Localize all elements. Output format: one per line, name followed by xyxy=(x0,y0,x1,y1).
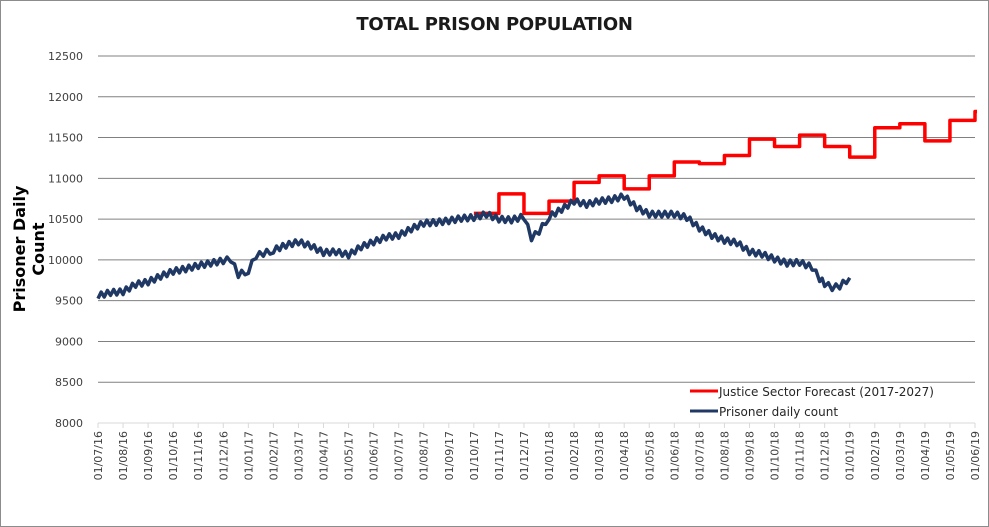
y-axis-ticks: 12500 12000 11500 11000 10500 10000 9500 9000 85… xyxy=(48,50,83,430)
x-tick-label: 01/03/19 xyxy=(894,431,907,480)
x-tick-label: 01/02/18 xyxy=(568,431,581,480)
x-tick-label: 01/05/19 xyxy=(944,431,957,480)
x-tick-label: 01/01/17 xyxy=(242,431,255,480)
x-tick-label: 01/12/18 xyxy=(819,431,832,480)
chart-title: TOTAL PRISON POPULATION xyxy=(356,14,633,35)
x-tick-label: 01/04/18 xyxy=(618,431,631,480)
x-tick-label: 01/05/18 xyxy=(643,431,656,480)
forecast-series-line xyxy=(473,109,977,216)
x-tick-label: 01/02/17 xyxy=(267,431,280,480)
y-tick-label: 11000 xyxy=(48,172,83,185)
x-tick-label: 01/05/17 xyxy=(343,431,356,480)
x-tick-label: 01/07/18 xyxy=(693,431,706,480)
x-tick-label: 01/09/16 xyxy=(142,431,155,480)
x-tick-label: 01/03/17 xyxy=(292,431,305,480)
x-tick-label: 01/11/17 xyxy=(493,431,506,480)
y-tick-label: 8000 xyxy=(55,417,83,430)
x-tick-label: 01/10/16 xyxy=(167,431,180,480)
y-tick-label: 11500 xyxy=(48,132,83,145)
daily-count-series-line xyxy=(96,192,852,300)
y-tick-label: 12500 xyxy=(48,50,83,63)
x-tick-label: 01/08/17 xyxy=(418,431,431,480)
legend-entry: Justice Sector Forecast (2017-2027) xyxy=(718,385,934,399)
x-tick-label: 01/06/18 xyxy=(668,431,681,480)
y-tick-label: 9000 xyxy=(55,335,83,348)
x-tick-label: 01/12/16 xyxy=(217,431,230,480)
x-tick-label: 01/12/17 xyxy=(518,431,531,480)
series-lines xyxy=(96,109,977,300)
x-tick-label: 01/07/16 xyxy=(92,431,105,480)
x-tick-label: 01/04/17 xyxy=(318,431,331,480)
x-tick-label: 01/02/19 xyxy=(869,431,882,480)
y-tick-label: 8500 xyxy=(55,376,83,389)
x-tick-label: 01/10/18 xyxy=(769,431,782,480)
x-tick-label: 01/06/19 xyxy=(969,431,982,480)
x-tick-label: 01/01/18 xyxy=(543,431,556,480)
x-tick-label: 01/06/17 xyxy=(368,431,381,480)
x-tick-label: 01/07/17 xyxy=(393,431,406,480)
gridlines xyxy=(98,55,975,424)
y-tick-label: 10500 xyxy=(48,213,83,226)
legend-entry: Prisoner daily count xyxy=(719,405,838,419)
x-tick-label: 01/01/19 xyxy=(844,431,857,480)
legend: Justice Sector Forecast (2017-2027) Priso… xyxy=(690,385,934,419)
x-tick-label: 01/10/17 xyxy=(468,431,481,480)
x-tick-label: 01/09/17 xyxy=(443,431,456,480)
x-tick-label: 01/08/16 xyxy=(117,431,130,480)
y-tick-label: 10000 xyxy=(48,254,83,267)
x-tick-label: 01/04/19 xyxy=(919,431,932,480)
x-tick-label: 01/03/18 xyxy=(593,431,606,480)
y-tick-label: 12000 xyxy=(48,91,83,104)
x-axis-ticks: 01/07/16 01/08/16 01/09/16 01/10/16 01/11/16… xyxy=(92,423,982,480)
x-tick-label: 01/11/16 xyxy=(192,431,205,480)
x-tick-label: 01/09/18 xyxy=(743,431,756,480)
x-tick-label: 01/08/18 xyxy=(718,431,731,480)
y-tick-label: 9500 xyxy=(55,295,83,308)
x-tick-label: 01/11/18 xyxy=(794,431,807,480)
